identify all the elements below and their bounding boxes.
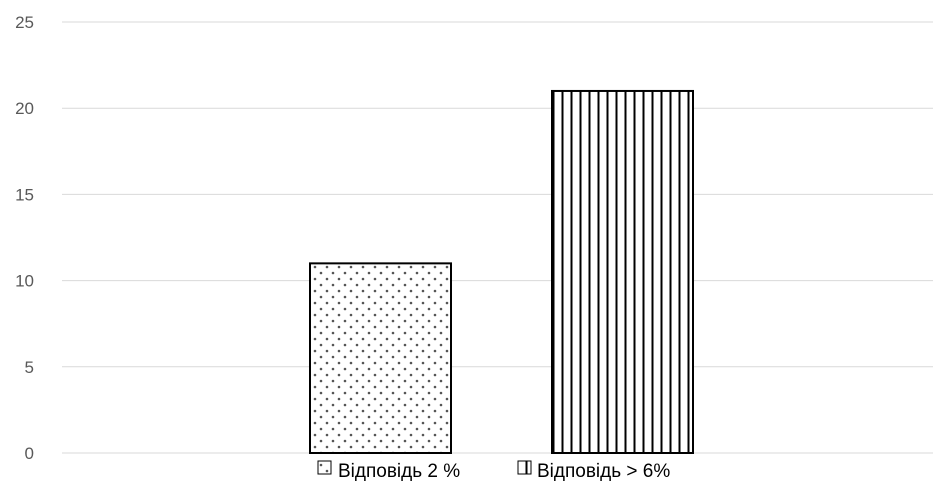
bar-1 (309, 262, 452, 454)
y-tick-label: 0 (25, 444, 34, 463)
y-tick-label: 15 (15, 185, 34, 204)
legend-swatch-2 (517, 460, 532, 475)
bars (309, 89, 694, 455)
legend: Відповідь 2 % Відповідь > 6% (317, 460, 670, 482)
legend-label-2: Відповідь > 6% (537, 461, 670, 482)
y-axis-ticks: 0 5 10 15 20 25 (15, 13, 34, 463)
y-tick-label: 20 (15, 99, 34, 118)
legend-swatch-1 (317, 460, 332, 475)
y-tick-label: 10 (15, 272, 34, 291)
bar-2 (551, 89, 694, 455)
y-tick-label: 5 (25, 358, 34, 377)
y-tick-label: 25 (15, 13, 34, 32)
legend-label-1: Відповідь 2 % (338, 461, 460, 482)
gridlines (62, 21, 933, 454)
